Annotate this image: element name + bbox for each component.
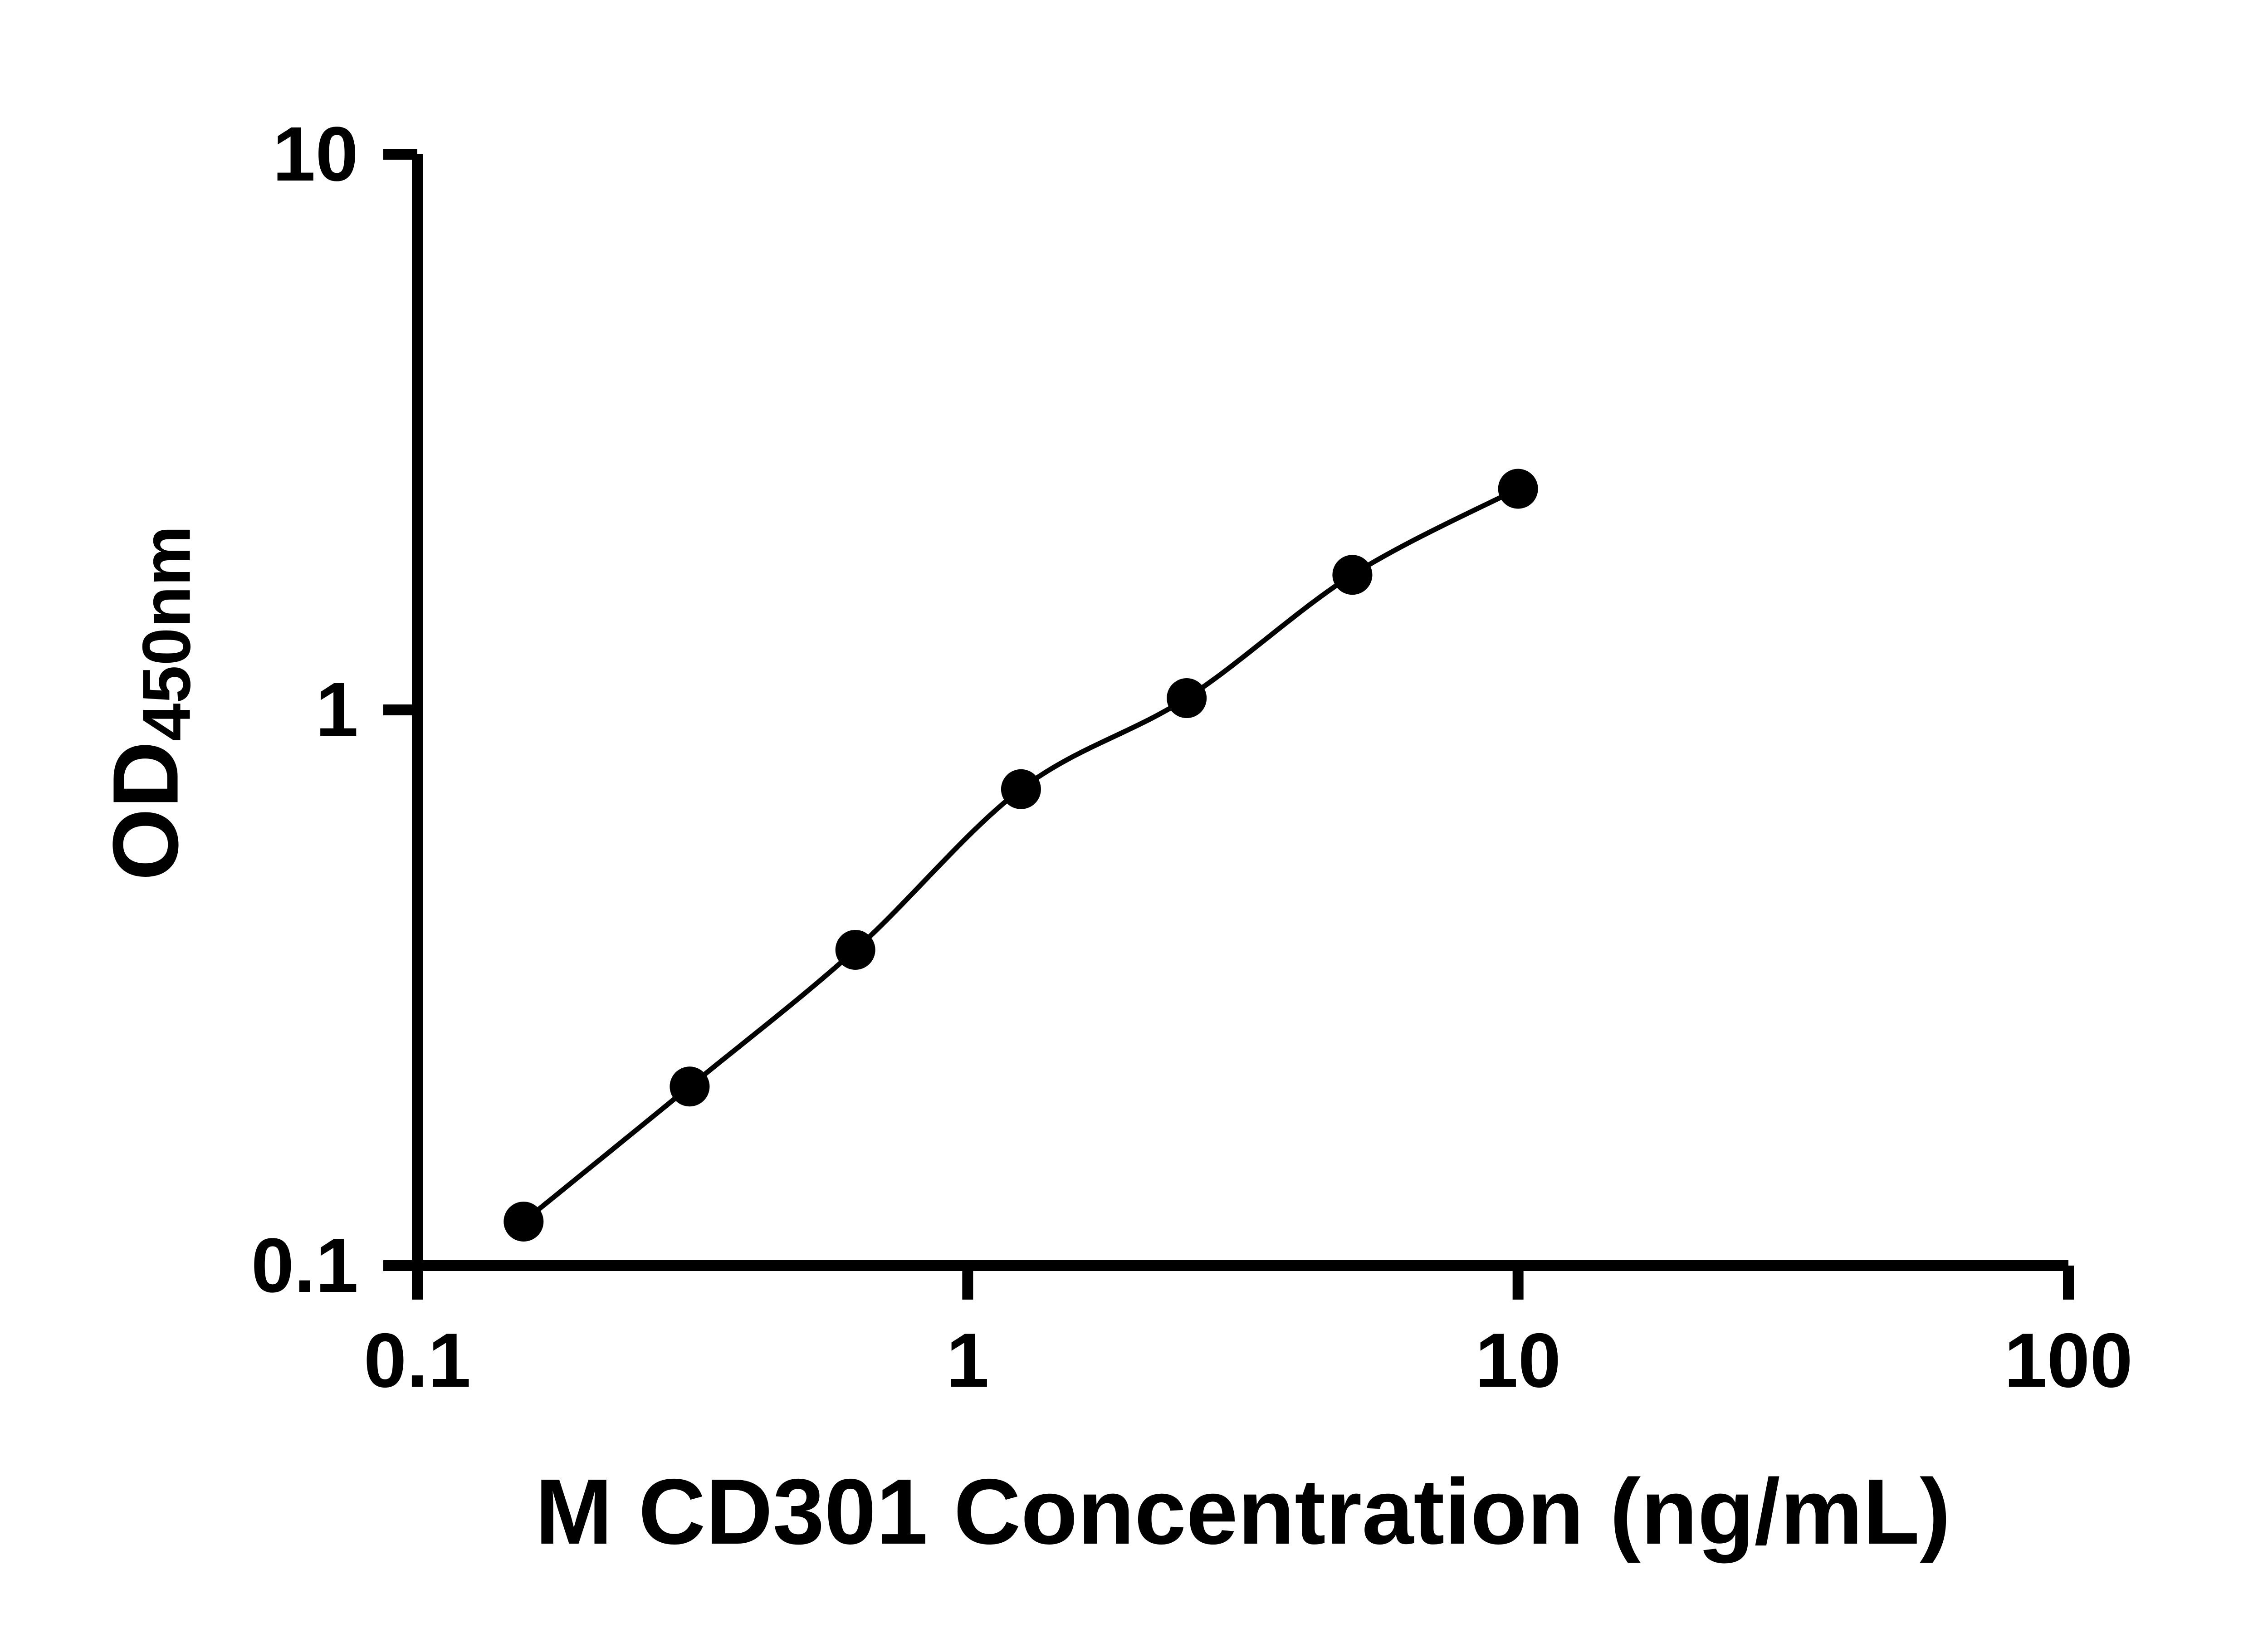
data-point-marker <box>503 1202 544 1242</box>
x-axis-tick-label: 1 <box>946 1317 989 1403</box>
data-point-marker <box>1001 769 1041 809</box>
data-point-marker <box>1332 555 1373 595</box>
data-point-marker <box>835 929 875 970</box>
standard-curve-line <box>522 486 1520 1224</box>
y-axis-tick-label: 10 <box>273 111 358 197</box>
y-axis-title-main: OD <box>93 741 198 881</box>
data-point-marker <box>670 1066 710 1107</box>
data-point-marker <box>1498 469 1538 509</box>
y-axis-title: OD450nm <box>94 526 205 881</box>
x-axis-tick-label: 0.1 <box>364 1317 471 1403</box>
y-axis-title-subscript: 450nm <box>128 525 205 741</box>
axis-spines <box>412 154 2068 1271</box>
x-axis-tick-label: 100 <box>2004 1317 2133 1403</box>
y-axis-tick-label: 0.1 <box>251 1222 358 1309</box>
y-axis-tick-label: 1 <box>315 667 358 753</box>
x-axis-tick-label: 10 <box>1475 1317 1561 1403</box>
x-axis-title: M CD301 Concentration (ng/mL) <box>535 1460 1951 1564</box>
data-point-marker <box>1167 678 1207 719</box>
